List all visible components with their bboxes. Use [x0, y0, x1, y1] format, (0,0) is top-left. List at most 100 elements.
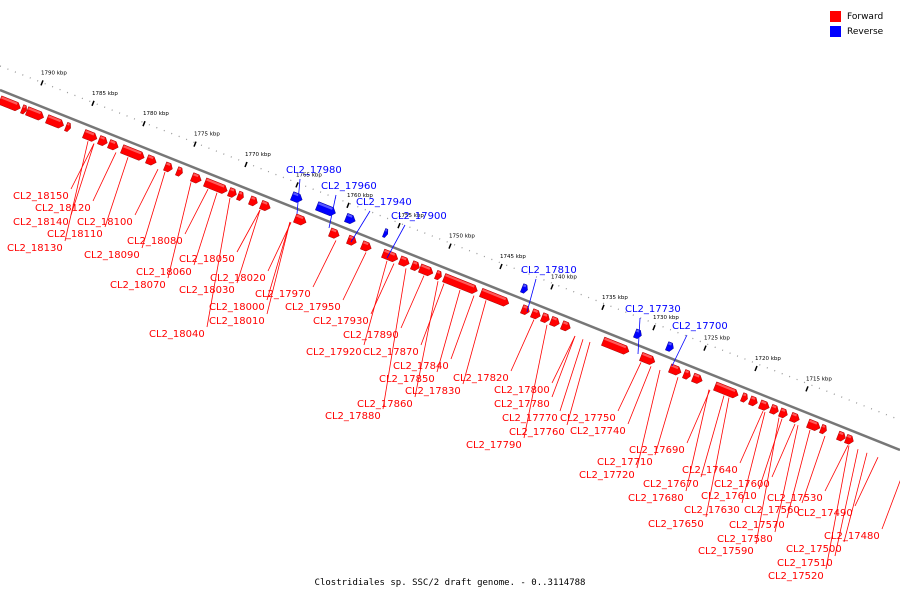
ruler-tick-label: 1730 kbp: [653, 315, 679, 321]
forward-gene-block: [145, 154, 157, 166]
forward-gene-block: [540, 312, 550, 323]
gene-leader-line: [414, 281, 439, 398]
forward-gene-block: [758, 399, 770, 411]
gene-label-cl2-18020: CL2_18020: [210, 273, 266, 284]
gene-leader-line: [705, 397, 730, 518]
forward-gene-block: [107, 139, 119, 151]
ruler-tick-label: 1780 kbp: [143, 111, 169, 117]
forward-gene-block: [713, 381, 739, 399]
gene-leader-line: [551, 335, 576, 384]
gene-label-cl2-17520: CL2_17520: [768, 571, 824, 582]
ruler-tick-label: 1745 kbp: [500, 254, 526, 260]
gene-leader-line: [450, 295, 475, 360]
forward-gene-block: [740, 392, 748, 403]
gene-leader-line: [400, 275, 425, 329]
reverse-gene-block: [382, 228, 389, 238]
gene-label-cl2-17680: CL2_17680: [628, 493, 684, 504]
forward-gene-block: [175, 166, 183, 177]
forward-gene-block: [479, 287, 510, 307]
gene-label-cl2-17880: CL2_17880: [325, 411, 381, 422]
ruler-tick-label: 1760 kbp: [347, 193, 373, 199]
forward-gene-block: [97, 135, 108, 147]
reverse-gene-block: [344, 212, 356, 225]
gene-label-cl2-18070: CL2_18070: [110, 280, 166, 291]
gene-label-cl2-17710: CL2_17710: [597, 457, 653, 468]
ruler-tick-label: 1790 kbp: [41, 70, 67, 76]
reverse-gene-block: [520, 283, 528, 294]
forward-gene-block: [0, 95, 21, 112]
gene-leader-line: [70, 143, 95, 216]
gene-label-cl2-18130: CL2_18130: [7, 243, 63, 254]
gene-label-cl2-17810: CL2_17810: [521, 265, 577, 276]
gene-leader-line: [184, 189, 209, 235]
ruler-tick-mark: [397, 222, 401, 229]
gene-leader-line: [739, 411, 764, 464]
gene-label-cl2-17720: CL2_17720: [579, 470, 635, 481]
forward-gene-block: [560, 320, 571, 332]
gene-leader-line: [296, 178, 301, 215]
forward-gene-block: [346, 234, 357, 246]
gene-leader-line: [854, 457, 879, 507]
gene-label-cl2-17970: CL2_17970: [255, 289, 311, 300]
gene-label-cl2-18110: CL2_18110: [47, 229, 103, 240]
gene-leader-line: [64, 141, 89, 242]
ruler-tick-label: 1715 kbp: [806, 376, 832, 382]
gene-label-cl2-17870: CL2_17870: [363, 347, 419, 358]
forward-gene-block: [360, 240, 372, 252]
gene-label-cl2-17530: CL2_17530: [767, 493, 823, 504]
gene-leader-line: [654, 377, 679, 456]
forward-gene-block: [190, 172, 202, 184]
gene-label-cl2-17500: CL2_17500: [786, 544, 842, 555]
gene-leader-line: [786, 429, 811, 519]
gene-label-cl2-18000: CL2_18000: [209, 302, 265, 313]
gene-label-cl2-17490: CL2_17490: [797, 508, 853, 519]
ruler-tick-mark: [754, 365, 758, 372]
gene-label-cl2-17900: CL2_17900: [391, 211, 447, 222]
gene-leader-line: [167, 182, 192, 279]
forward-gene-block: [442, 273, 478, 294]
gene-leader-line: [363, 260, 388, 346]
reverse-gene-block: [315, 201, 336, 217]
forward-gene-block: [163, 161, 173, 173]
gene-leader-line: [771, 423, 796, 478]
forward-gene-block: [682, 369, 691, 380]
gene-leader-line: [134, 169, 159, 216]
forward-gene-block: [259, 199, 271, 212]
forward-gene-block: [769, 403, 779, 415]
gene-label-cl2-17960: CL2_17960: [321, 181, 377, 192]
ruler-tick-label: 1720 kbp: [755, 356, 781, 362]
ruler-tick-label: 1725 kbp: [704, 336, 730, 342]
gene-leader-line: [141, 171, 166, 249]
forward-gene-block: [418, 263, 434, 277]
gene-label-cl2-17940: CL2_17940: [356, 197, 412, 208]
forward-gene-block: [691, 372, 703, 384]
forward-gene-block: [549, 315, 560, 327]
gene-label-cl2-17730: CL2_17730: [625, 304, 681, 315]
gene-label-cl2-17590: CL2_17590: [698, 546, 754, 557]
gene-label-cl2-18140: CL2_18140: [13, 217, 69, 228]
gene-label-cl2-17920: CL2_17920: [306, 347, 362, 358]
gene-leader-line: [328, 194, 337, 229]
gene-label-cl2-18030: CL2_18030: [179, 285, 235, 296]
gene-label-cl2-17830: CL2_17830: [405, 386, 461, 397]
reverse-gene-block: [665, 341, 674, 352]
gene-leader-line: [206, 197, 231, 328]
forward-gene-block: [844, 433, 854, 445]
forward-gene-block: [530, 308, 541, 320]
forward-gene-block: [778, 407, 788, 419]
reverse-gene-block: [290, 191, 303, 203]
forward-gene-block: [293, 213, 307, 226]
gene-label-cl2-18090: CL2_18090: [84, 250, 140, 261]
gene-label-cl2-17610: CL2_17610: [701, 491, 757, 502]
gene-label-cl2-17800: CL2_17800: [494, 385, 550, 396]
gene-leader-line: [436, 289, 461, 373]
gene-leader-line: [193, 192, 218, 266]
reverse-gene-block: [633, 328, 642, 339]
gene-label-cl2-18100: CL2_18100: [77, 217, 133, 228]
forward-gene-block: [410, 260, 420, 271]
gene-leader-line: [671, 334, 688, 367]
forward-gene-block: [806, 418, 821, 431]
ruler-tick-mark: [295, 182, 299, 188]
forward-gene-block: [248, 195, 258, 207]
gene-leader-line: [700, 395, 725, 478]
